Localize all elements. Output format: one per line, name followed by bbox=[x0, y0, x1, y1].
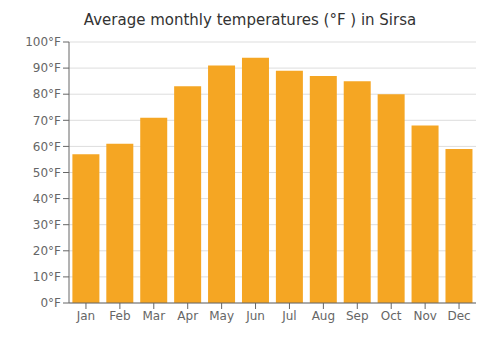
svg-text:Sep: Sep bbox=[346, 309, 369, 323]
svg-text:40°F: 40°F bbox=[33, 192, 61, 206]
svg-text:Jul: Jul bbox=[281, 309, 296, 323]
html-text:Average monthly temperatures (: Average monthly temperatures (°F ) in Si… bbox=[83, 11, 417, 29]
svg-text:Mar: Mar bbox=[142, 309, 165, 323]
svg-text:0°F: 0°F bbox=[40, 296, 61, 310]
svg-text:90°F: 90°F bbox=[33, 61, 61, 75]
svg-text:50°F: 50°F bbox=[33, 166, 61, 180]
svg-text:20°F: 20°F bbox=[33, 244, 61, 258]
svg-text:Dec: Dec bbox=[447, 309, 470, 323]
svg-text:Nov: Nov bbox=[413, 309, 436, 323]
svg-text:Oct: Oct bbox=[381, 309, 402, 323]
svg-text:Apr: Apr bbox=[177, 309, 198, 323]
svg-text:70°F: 70°F bbox=[33, 114, 61, 128]
svg-text:Jun: Jun bbox=[245, 309, 265, 323]
svg-text:Jan: Jan bbox=[76, 309, 96, 323]
svg-text:Aug: Aug bbox=[312, 309, 335, 323]
svg-text:Feb: Feb bbox=[109, 309, 130, 323]
svg-text:80°F: 80°F bbox=[33, 87, 61, 101]
svg-text:May: May bbox=[209, 309, 234, 323]
svg-text:60°F: 60°F bbox=[33, 140, 61, 154]
svg-text:100°F: 100°F bbox=[25, 35, 61, 49]
svg-text:30°F: 30°F bbox=[33, 218, 61, 232]
svg-text:10°F: 10°F bbox=[33, 270, 61, 284]
